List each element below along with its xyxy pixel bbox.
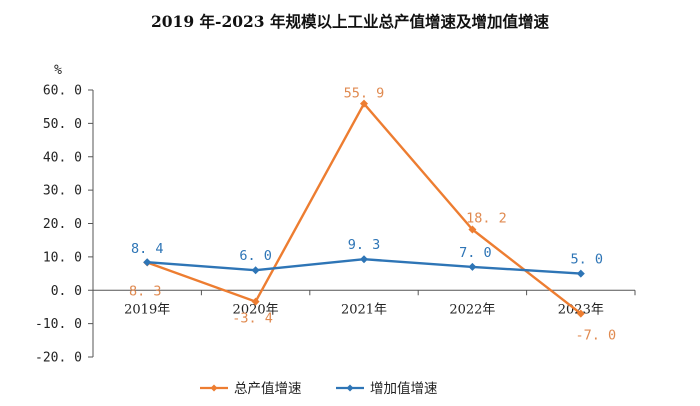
- y-tick-label: 0. 0: [51, 284, 82, 299]
- chart-title: 2019 年-2023 年规模以上工业总产值增速及增加值增速: [151, 12, 550, 31]
- data-point: [360, 255, 368, 264]
- data-label: 18. 2: [466, 211, 507, 227]
- y-tick-label: 20. 0: [43, 217, 82, 232]
- data-point: [468, 262, 477, 271]
- legend-label: 总产值增速: [234, 381, 302, 397]
- x-tick-label: 2021年: [341, 302, 387, 317]
- data-labels: 8. 3 -3. 4 55. 9 18. 2 -7. 0 8. 4 6. 0 9. 3 7. 0…: [129, 86, 616, 344]
- x-tick-label: 2019年: [124, 302, 170, 317]
- y-tick-label: 30. 0: [43, 184, 82, 199]
- y-tick-label: 10. 0: [43, 250, 82, 265]
- legend-label: 增加值增速: [370, 381, 438, 397]
- data-label: 9. 3: [348, 237, 381, 253]
- data-point: [468, 225, 477, 234]
- data-label: 8. 3: [129, 284, 162, 300]
- data-label: 6. 0: [239, 248, 272, 264]
- y-tick-label: -10. 0: [35, 317, 82, 332]
- data-point: [576, 269, 585, 278]
- data-label: 5. 0: [571, 252, 604, 268]
- legend-item: 总产值增速: [200, 381, 302, 397]
- data-label: -7. 0: [575, 328, 616, 344]
- legend: 总产值增速 增加值增速: [200, 381, 438, 397]
- data-point: [576, 309, 585, 318]
- x-tick-label: 2020年: [233, 302, 279, 317]
- legend-marker: [210, 384, 218, 392]
- legend-item: 增加值增速: [336, 381, 438, 397]
- y-tick-label: 60. 0: [43, 84, 82, 99]
- series-line: [146, 102, 582, 315]
- y-tick-label: 40. 0: [43, 150, 82, 165]
- data-label: -3. 4: [232, 311, 273, 327]
- data-point: [143, 258, 152, 267]
- series-1: [143, 99, 585, 318]
- data-point: [251, 297, 260, 306]
- data-label: 7. 0: [459, 245, 492, 261]
- legend-marker: [346, 384, 354, 392]
- series-2: [143, 255, 585, 278]
- y-tick-label: -20. 0: [35, 351, 82, 366]
- x-tick-label: 2022年: [449, 302, 495, 317]
- series-layer: [143, 99, 585, 318]
- y-tick-label: 50. 0: [43, 117, 82, 132]
- data-point: [360, 99, 368, 108]
- axes: 60. 0 50. 0 40. 0 30. 0 20. 0 10. 0 0. 0 -10. 0…: [35, 84, 636, 366]
- data-label: 8. 4: [131, 241, 164, 257]
- y-axis-unit: %: [54, 63, 62, 78]
- data-label: 55. 9: [344, 86, 385, 102]
- data-point: [251, 266, 260, 275]
